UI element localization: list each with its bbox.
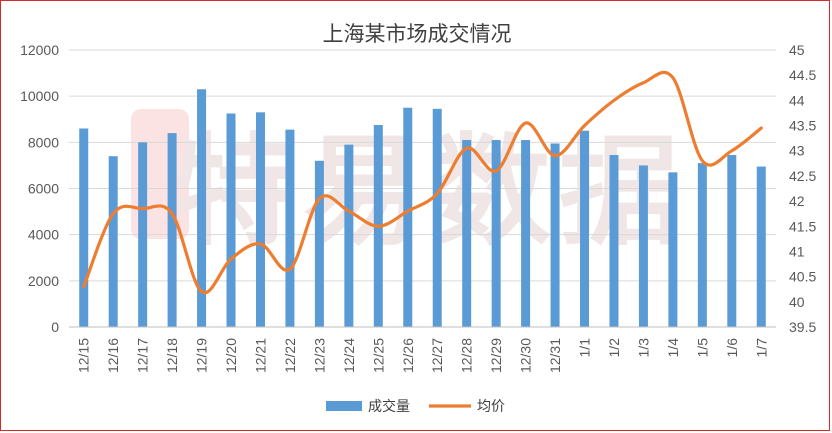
x-axis-tick-label: 1/1 [577,338,593,358]
bar [197,89,207,327]
x-axis-tick-label: 12/19 [194,338,210,373]
x-axis-tick-label: 1/7 [753,338,769,358]
x-axis-tick-label: 12/21 [252,338,268,373]
bar [79,128,89,327]
x-axis-tick-label: 12/18 [164,338,180,373]
right-axis-tick-label: 43 [789,143,805,159]
x-axis-tick-label: 12/27 [429,338,445,373]
chart-title: 上海某市场成交情况 [323,22,512,46]
x-axis-tick-label: 12/24 [341,338,357,373]
x-axis-tick-label: 1/5 [694,338,710,358]
bar [756,166,766,327]
x-axis-tick-label: 12/20 [223,338,239,373]
bar [491,140,501,327]
bar [550,143,560,327]
legend-bar-swatch [326,401,362,411]
bar [314,160,324,327]
bar [226,113,236,328]
legend: 成交量 均价 [326,398,505,415]
bar [697,163,707,327]
left-axis-tick-label: 8000 [28,134,59,150]
right-axis-tick-label: 44.5 [789,67,816,83]
bar [108,156,118,327]
bar [167,133,177,327]
bar [403,107,413,327]
bar [432,108,442,327]
right-axis-tick-label: 44 [789,92,805,108]
bar [609,155,619,327]
bar [462,140,472,327]
right-axis-tick-label: 42 [789,193,805,209]
x-axis-tick-label: 12/30 [518,338,534,373]
right-axis-tick-label: 40.5 [789,269,816,285]
right-axis-tick-label: 43.5 [789,118,816,134]
right-axis-tick-label: 45 [789,42,805,58]
right-axis: 39.5 40 40.5 41 41.5 42 42.5 43 43.5 44 44.5 45 [789,42,816,335]
x-axis-tick-label: 12/28 [459,338,475,373]
left-axis-tick-label: 0 [51,319,59,335]
bar [638,165,648,327]
x-axis-tick-label: 12/16 [105,338,121,373]
x-axis-tick-label: 1/3 [635,338,651,358]
x-axis-tick-label: 1/6 [724,338,740,358]
x-axis-tick-label: 12/29 [488,338,504,373]
bar [521,140,531,327]
legend-label: 成交量 [368,398,410,415]
x-axis-tick-label: 12/26 [400,338,416,373]
right-axis-tick-label: 40 [789,294,805,310]
x-axis-tick-label: 12/23 [311,338,327,373]
x-axis: 12/15 12/16 12/17 12/18 12/19 12/20 12/21 12/22… [69,326,776,373]
left-axis-tick-label: 4000 [28,227,59,243]
right-axis-tick-label: 41.5 [789,218,816,234]
bar [138,142,148,327]
x-axis-tick-label: 12/15 [76,338,92,373]
x-axis-tick-label: 12/31 [547,338,563,373]
bar [255,112,265,327]
left-axis-tick-label: 2000 [28,273,59,289]
x-axis-tick-label: 12/25 [370,338,386,373]
x-axis-tick-label: 1/2 [606,338,622,358]
bar [580,130,590,327]
x-axis-tick-label: 12/17 [135,338,151,373]
left-axis: 0 2000 4000 6000 8000 10000 12000 [20,42,59,335]
x-axis-tick-label: 1/4 [665,338,681,358]
avg-price-line [82,70,763,295]
right-axis-tick-label: 39.5 [789,319,816,335]
left-axis-tick-label: 12000 [20,42,59,58]
bar [344,144,354,327]
bar-series [79,89,766,328]
bar [727,155,737,327]
line-series [82,70,763,295]
right-axis-tick-label: 41 [789,243,805,259]
right-axis-tick-label: 42.5 [789,168,816,184]
legend-label: 均价 [477,399,505,415]
left-axis-tick-label: 6000 [28,181,59,197]
x-axis-tick-label: 12/22 [282,338,298,373]
bar [285,129,295,327]
left-axis-tick-label: 10000 [20,88,59,104]
bar [668,172,678,327]
